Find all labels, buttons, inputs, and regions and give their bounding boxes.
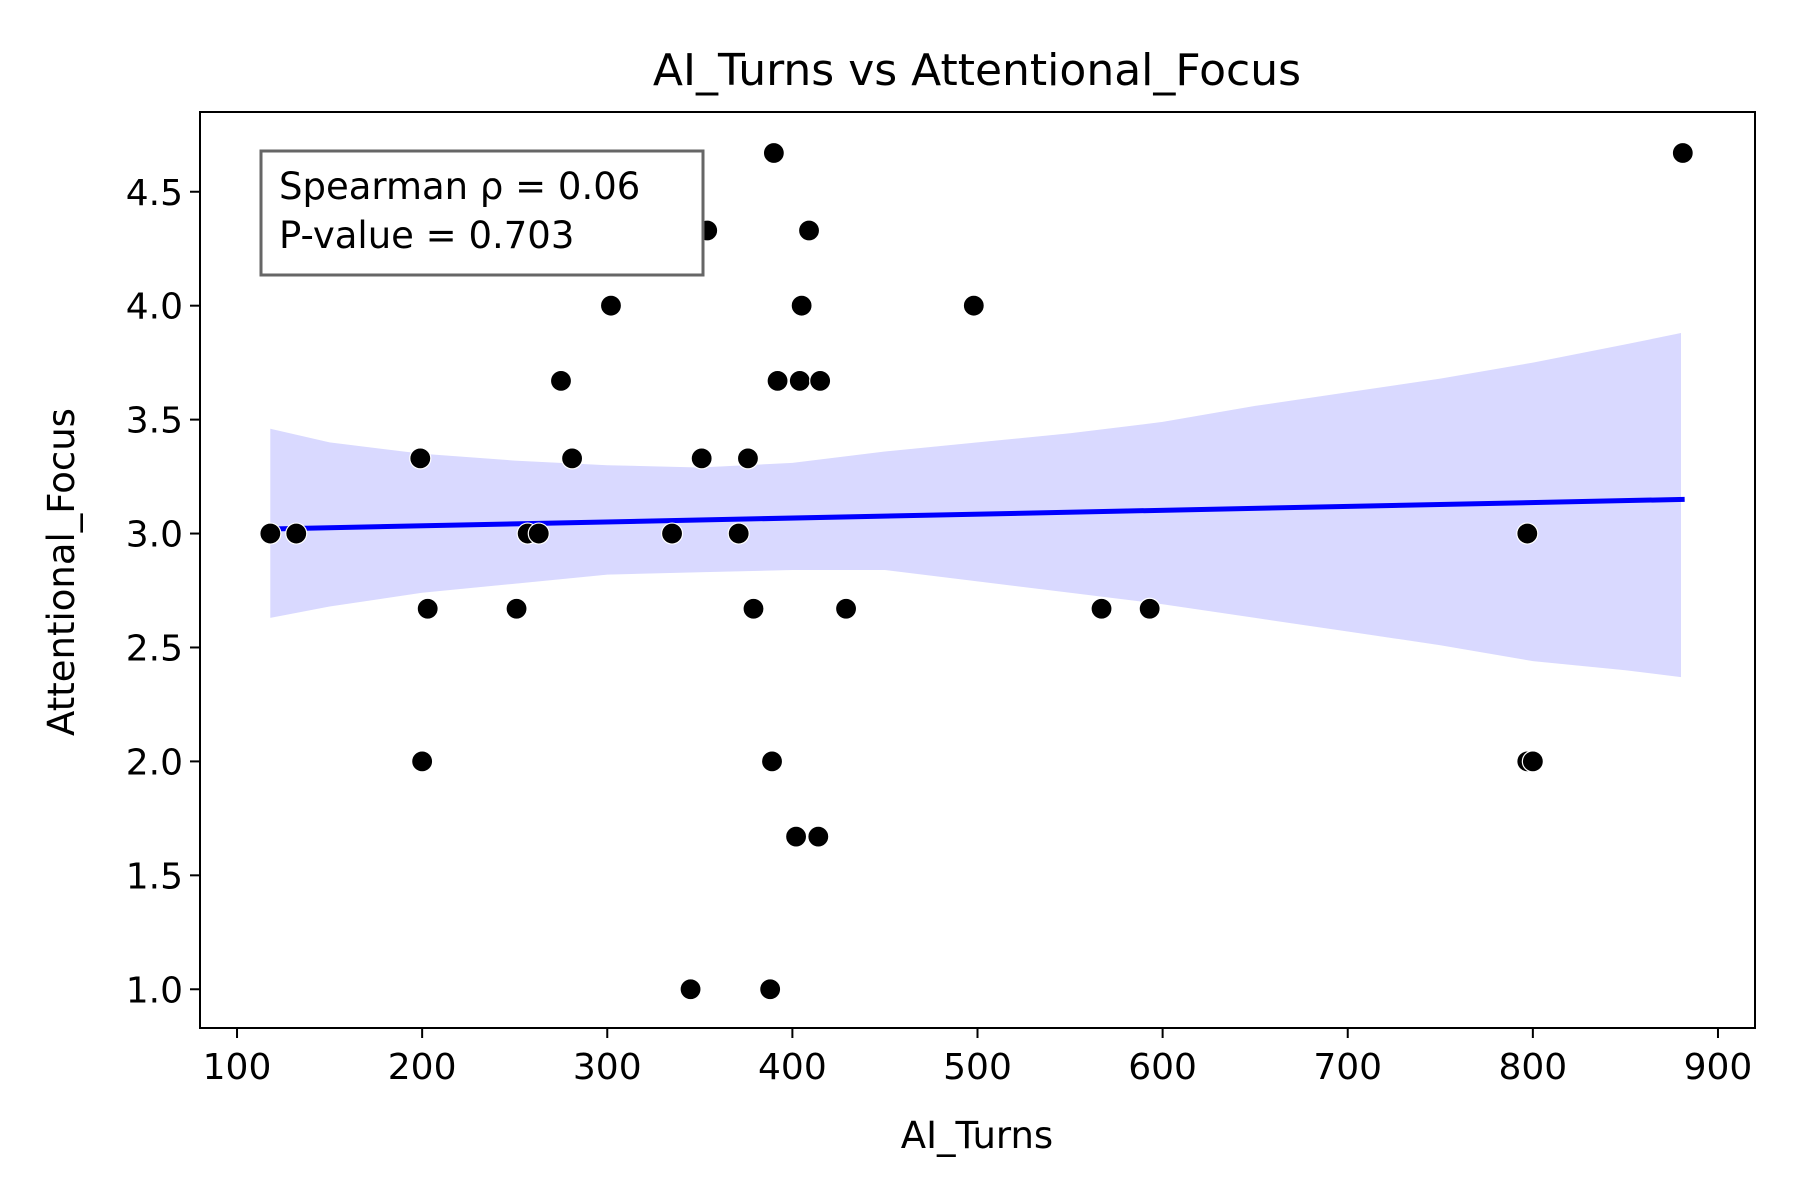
confidence-band xyxy=(270,333,1681,678)
y-axis-ticks: 1.0 1.5 2.0 2.5 3.0 3.5 4.0 4.5 xyxy=(126,173,200,1011)
data-point xyxy=(727,522,750,545)
y-tick-label: 2.0 xyxy=(126,742,183,783)
data-point xyxy=(797,219,821,242)
x-tick-label: 100 xyxy=(203,1047,272,1088)
stats-box-frame xyxy=(259,149,705,277)
data-point xyxy=(411,750,434,773)
data-point xyxy=(760,750,784,773)
y-tick-label: 1.5 xyxy=(126,856,183,897)
data-point xyxy=(679,978,702,1001)
x-tick-label: 900 xyxy=(1684,1047,1753,1088)
x-tick-label: 300 xyxy=(573,1047,642,1088)
y-tick-label: 2.5 xyxy=(126,628,183,669)
y-axis-label: Attentional_Focus xyxy=(40,408,83,736)
regression-line xyxy=(270,496,1685,532)
spearman-text: Spearman ρ = 0.06 xyxy=(279,165,640,208)
data-point xyxy=(790,294,813,317)
data-point xyxy=(1138,597,1161,620)
data-point xyxy=(505,597,528,620)
x-tick-label: 400 xyxy=(758,1047,827,1088)
x-axis-label: AI_Turns xyxy=(901,1114,1053,1157)
data-point xyxy=(416,597,439,620)
x-tick-label: 800 xyxy=(1498,1047,1567,1088)
stats-annotation-box: Spearman ρ = 0.06 P-value = 0.703 xyxy=(259,149,705,277)
data-point xyxy=(736,447,760,470)
data-point xyxy=(560,447,584,470)
data-point xyxy=(762,141,785,165)
x-tick-label: 500 xyxy=(943,1047,1012,1088)
x-tick-label: 200 xyxy=(388,1047,457,1088)
data-point xyxy=(599,294,623,317)
data-point xyxy=(549,369,573,392)
x-tick-label: 700 xyxy=(1313,1047,1382,1088)
data-point xyxy=(759,978,782,1001)
y-tick-label: 3.0 xyxy=(126,515,183,556)
y-tick-label: 4.0 xyxy=(126,287,183,328)
y-tick-label: 4.5 xyxy=(126,173,183,214)
data-point xyxy=(660,522,684,545)
plot-area xyxy=(259,141,1694,1001)
data-point xyxy=(807,825,830,848)
data-point xyxy=(1090,597,1113,620)
p-value-text: P-value = 0.703 xyxy=(279,214,574,257)
data-point xyxy=(834,597,858,620)
data-point xyxy=(962,294,985,317)
y-tick-label: 3.5 xyxy=(126,401,183,442)
data-point xyxy=(285,522,308,545)
data-point xyxy=(259,522,282,545)
data-point xyxy=(742,597,765,620)
data-point xyxy=(784,825,808,848)
chart-title: AI_Turns vs Attentional_Focus xyxy=(653,45,1301,96)
data-point xyxy=(409,447,432,470)
data-point xyxy=(690,447,713,470)
data-point xyxy=(1516,522,1539,545)
data-point xyxy=(527,522,550,545)
data-point xyxy=(1671,141,1694,165)
data-point xyxy=(1521,750,1544,773)
data-point xyxy=(766,369,789,392)
x-axis-ticks: 100 200 300 400 500 600 700 800 900 xyxy=(203,1028,1753,1088)
data-point xyxy=(788,369,811,392)
y-tick-label: 1.0 xyxy=(126,970,183,1011)
data-point xyxy=(809,369,832,392)
x-tick-label: 600 xyxy=(1128,1047,1197,1088)
